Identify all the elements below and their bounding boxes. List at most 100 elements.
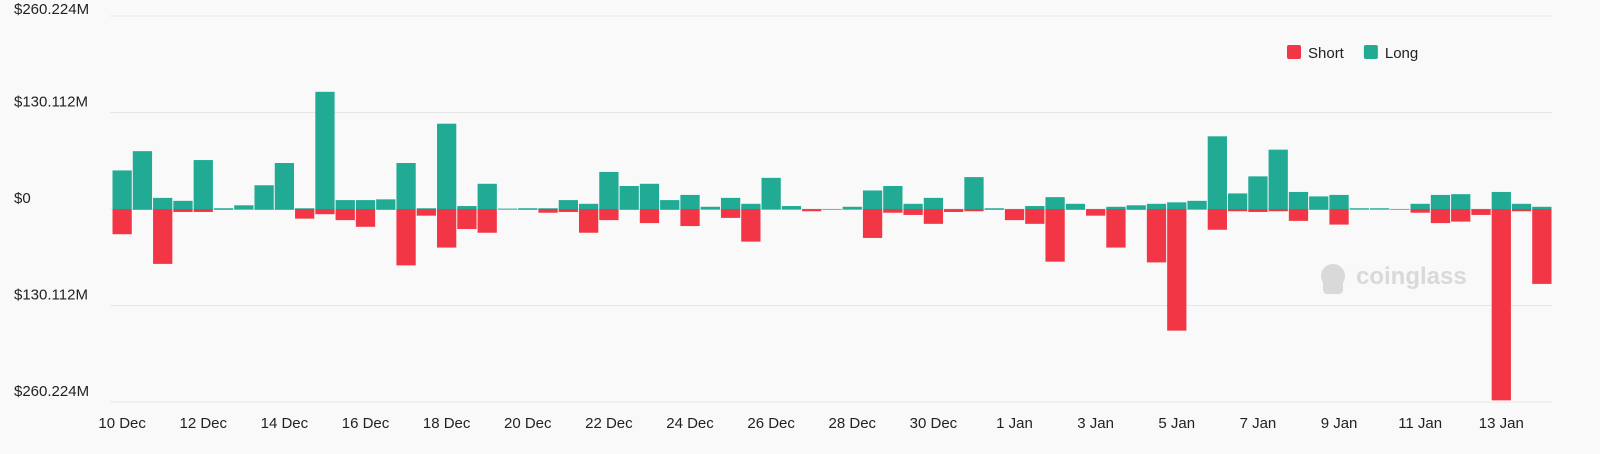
- bar: [132, 209, 153, 210]
- bar: [213, 209, 234, 210]
- x-tick-label: 7 Jan: [1240, 415, 1277, 432]
- bar: [1187, 200, 1207, 209]
- bar: [396, 209, 416, 266]
- bar: [538, 208, 558, 209]
- bar: [558, 209, 578, 212]
- bar: [1167, 209, 1187, 331]
- bar: [153, 197, 173, 209]
- y-tick-label: $260.224M: [14, 383, 89, 400]
- bar: [132, 151, 153, 209]
- bar: [112, 170, 132, 209]
- bar: [457, 209, 477, 230]
- bar: [193, 160, 213, 209]
- bar: [619, 186, 639, 209]
- bar: [497, 209, 518, 210]
- bar: [416, 208, 437, 209]
- x-tick-label: 18 Dec: [423, 415, 471, 432]
- bar: [153, 209, 173, 264]
- bar: [903, 209, 923, 215]
- bar: [1248, 209, 1268, 212]
- bar: [1451, 194, 1471, 209]
- bar: [1106, 209, 1126, 248]
- bar: [761, 177, 781, 209]
- bar: [680, 194, 700, 209]
- bar: [1045, 209, 1065, 262]
- bar: [1146, 209, 1167, 263]
- bar: [1430, 194, 1451, 209]
- watermark: coinglass: [1356, 263, 1467, 290]
- bar: [1309, 209, 1329, 210]
- bar: [1146, 203, 1167, 209]
- bar: [315, 209, 335, 215]
- bar: [639, 183, 660, 209]
- bar: [1471, 209, 1491, 210]
- bar: [497, 208, 518, 210]
- bar: [883, 209, 903, 213]
- bar: [578, 203, 599, 209]
- bar: [781, 209, 802, 210]
- bar: [173, 200, 193, 209]
- bar: [274, 163, 295, 209]
- bar: [558, 200, 578, 209]
- bar: [234, 209, 254, 210]
- bar: [437, 209, 457, 248]
- bar: [315, 91, 335, 209]
- bar: [578, 209, 599, 233]
- bar: [1004, 209, 1025, 210]
- bar: [416, 209, 437, 216]
- y-tick-label: $130.112M: [14, 94, 88, 111]
- bar: [1532, 206, 1552, 209]
- bar: [1045, 197, 1065, 209]
- bar: [1207, 209, 1227, 230]
- bar: [1187, 209, 1207, 210]
- bar: [193, 209, 213, 212]
- bar: [1106, 206, 1126, 209]
- bar: [112, 209, 132, 235]
- x-tick-label: 16 Dec: [342, 415, 390, 432]
- legend-swatch: [1363, 45, 1378, 59]
- bar: [1025, 209, 1045, 224]
- bar: [1167, 202, 1187, 209]
- x-tick-label: 10 Dec: [98, 415, 146, 432]
- bar: [1268, 149, 1288, 209]
- bar: [1004, 209, 1025, 221]
- x-tick-label: 1 Jan: [996, 415, 1033, 432]
- bar: [660, 200, 680, 209]
- bar: [1349, 209, 1369, 210]
- x-tick-label: 11 Jan: [1398, 415, 1442, 432]
- bar: [822, 209, 842, 210]
- bar: [437, 123, 457, 209]
- bar: [274, 209, 295, 210]
- bar: [1511, 209, 1532, 212]
- x-tick-label: 20 Dec: [504, 415, 552, 432]
- bar: [1471, 209, 1491, 215]
- bar: [295, 208, 315, 209]
- bar: [457, 206, 477, 209]
- bar: [173, 209, 193, 212]
- bar: [903, 203, 923, 209]
- bar: [944, 209, 964, 210]
- bar: [984, 209, 1004, 210]
- bar: [1207, 136, 1227, 209]
- bar: [1227, 209, 1248, 212]
- bar: [720, 197, 741, 209]
- x-tick-label: 28 Dec: [829, 415, 877, 432]
- bar: [1227, 193, 1248, 209]
- legend-swatch: [1287, 45, 1301, 59]
- bar: [335, 200, 355, 209]
- y-tick-label: $130.112M: [14, 287, 88, 304]
- bar: [376, 199, 396, 209]
- bar: [1065, 209, 1086, 210]
- bar: [376, 209, 396, 210]
- bar: [862, 209, 883, 238]
- bar: [741, 203, 761, 209]
- x-tick-label: 9 Jan: [1321, 415, 1358, 432]
- x-tick-label: 12 Dec: [180, 415, 228, 432]
- bar: [1086, 209, 1106, 216]
- bar: [619, 209, 639, 210]
- bar: [964, 177, 984, 209]
- bar: [700, 209, 720, 210]
- bar: [842, 206, 862, 209]
